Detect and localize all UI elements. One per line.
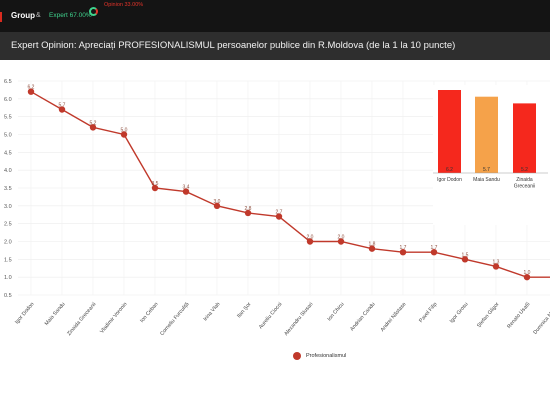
data-label: 3.4 <box>183 185 190 191</box>
data-label: 2.7 <box>276 210 283 216</box>
data-label: 1.7 <box>431 245 438 251</box>
data-point <box>244 209 252 217</box>
data-label: 3.0 <box>214 199 221 205</box>
y-tick-label: 3.5 <box>4 186 12 192</box>
data-point <box>337 238 345 245</box>
x-tick-label: Ion Chicu <box>327 301 346 322</box>
inset-bar-value: 6.2 <box>446 167 453 173</box>
y-tick-label: 2.5 <box>4 222 12 228</box>
legend[interactable]: Profesionalismul <box>293 352 346 360</box>
data-point <box>120 131 128 138</box>
x-tick-label: Andrei Năstase <box>380 301 408 333</box>
data-label: 1.5 <box>462 252 469 258</box>
x-tick-label: Vladimir Voronin <box>99 301 128 334</box>
y-tick-label: 0.5 <box>4 293 12 299</box>
x-tick-label: Alexandru Slusari <box>283 301 314 337</box>
data-label: 1.3 <box>493 259 500 265</box>
inset-bar <box>438 90 461 173</box>
data-label: 5.7 <box>59 103 66 109</box>
data-label: 1.0 <box>524 270 531 276</box>
x-tick-label: Andrian Candu <box>349 301 376 332</box>
y-tick-label: 6.0 <box>4 97 12 103</box>
opinion-percent-label: Opinion 33.00% <box>104 2 144 8</box>
data-point <box>58 106 66 113</box>
data-point <box>399 249 407 256</box>
brand-label: Group <box>11 11 35 20</box>
top-bar: Group & Expert 67.00% Opinion 33.00% <box>0 0 550 32</box>
brand-separator: & <box>36 12 41 19</box>
data-point <box>213 202 221 210</box>
x-tick-label: Igor Dodon <box>14 301 35 325</box>
data-label: 2.8 <box>245 206 252 212</box>
x-tick-label: Ilan Șor <box>236 301 252 319</box>
x-tick-label: Ion Ceban <box>139 301 159 324</box>
inset-bar-label: Zinaida <box>516 177 533 183</box>
inset-bar-label: Maia Sandu <box>473 177 500 183</box>
data-label: 2.0 <box>307 235 314 241</box>
data-label: 6.2 <box>28 85 35 91</box>
chart-title-bar: Expert Opinion: Apreciați PROFESIONALISM… <box>0 32 550 60</box>
y-tick-label: 3.0 <box>4 204 12 210</box>
inset-bar-value: 5.7 <box>483 167 490 173</box>
y-tick-label: 4.5 <box>4 150 12 156</box>
y-tick-label: 1.0 <box>4 275 12 281</box>
y-tick-label: 1.5 <box>4 257 12 263</box>
chart-title: Expert Opinion: Apreciați PROFESIONALISM… <box>11 40 456 51</box>
accent-mark <box>0 12 2 22</box>
data-point <box>275 213 283 220</box>
data-point <box>430 249 438 256</box>
inset-bar <box>475 96 498 173</box>
data-point <box>461 256 469 263</box>
data-point <box>492 263 500 270</box>
x-tick-label: Aureliu Ciocoi <box>258 301 284 330</box>
x-tick-label: Ștefan Gligor <box>476 301 501 329</box>
inset-bar-label: Igor Dodon <box>437 177 462 183</box>
data-label: 5.2 <box>90 120 97 126</box>
x-tick-label: Corneliu Furculiță <box>159 301 190 337</box>
x-tick-label: Igor Grosu <box>449 301 470 324</box>
data-label: 1.7 <box>400 245 407 251</box>
data-label: 5.0 <box>121 128 128 134</box>
data-point <box>89 124 97 131</box>
data-point <box>151 184 159 192</box>
expert-percent-label: Expert 67.00% <box>49 12 92 19</box>
y-tick-label: 2.0 <box>4 240 12 246</box>
x-tick-label: Renato Usatîi <box>506 301 531 329</box>
y-tick-label: 5.5 <box>4 115 12 121</box>
y-tick-label: 4.0 <box>4 168 12 174</box>
chart-area: 0.5 1.0 1.5 2.0 2.5 3.0 3.5 4.0 4.5 5.0 5.5 6.0 6.5 6… <box>4 79 550 337</box>
y-tick-label: 5.0 <box>4 133 12 139</box>
data-point <box>182 188 190 195</box>
inset-bar-label: Greceanii <box>514 184 535 190</box>
data-point <box>27 88 35 95</box>
inset-bar-value: 5.2 <box>521 167 528 173</box>
inset-bar <box>513 103 536 173</box>
x-tick-label: Maia Sandu <box>44 301 67 327</box>
x-tick-label: Zinaida Greceanii <box>66 301 97 337</box>
x-tick-label: Pavel Filip <box>418 301 438 324</box>
y-tick-label: 6.5 <box>4 79 12 85</box>
data-label: 2.0 <box>338 235 345 241</box>
x-tick-label: Dumnica Manole <box>532 301 550 335</box>
ratio-ring-icon <box>89 7 98 16</box>
legend-label: Profesionalismul <box>306 353 347 359</box>
data-point <box>523 273 531 281</box>
data-label: 3.5 <box>152 181 159 187</box>
data-label: 1.8 <box>369 242 376 248</box>
x-tick-label: Irina Vlah <box>203 301 222 322</box>
legend-swatch <box>293 352 301 360</box>
data-point <box>306 238 314 245</box>
data-point <box>368 245 376 252</box>
